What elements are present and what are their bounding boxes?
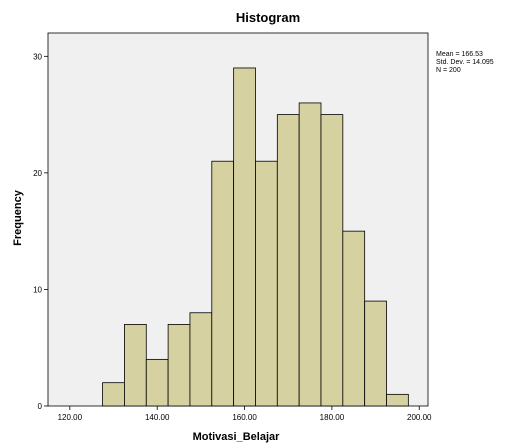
y-tick-label: 10	[33, 285, 42, 294]
y-tick-label: 0	[38, 402, 43, 411]
y-tick-label: 20	[33, 169, 42, 178]
stats-std-dev: Std. Dev. = 14.095	[436, 59, 494, 66]
y-axis-label: Frequency	[12, 189, 24, 246]
stats-mean: Mean = 166.53	[436, 51, 483, 58]
histogram-bar	[189, 312, 213, 407]
histogram-bar	[145, 358, 169, 407]
stats-n: N = 200	[436, 67, 461, 74]
histogram-bar	[320, 114, 344, 407]
histogram-bar	[211, 160, 235, 407]
axes-group: 0 10 20 30 120.00 140.00 160.00 180.00 200.00	[33, 52, 432, 422]
histogram-bar	[255, 160, 278, 407]
x-tick-label: 120.00	[58, 413, 83, 422]
x-tick-label: 140.00	[145, 413, 170, 422]
histogram-bar	[233, 67, 256, 407]
y-tick-label: 30	[33, 52, 42, 61]
x-tick-label: 160.00	[232, 413, 257, 422]
x-tick-label: 200.00	[407, 413, 432, 422]
histogram-bar	[124, 324, 147, 407]
histogram-bar	[167, 324, 191, 407]
histogram-bar	[342, 230, 366, 407]
bars-group	[102, 67, 409, 407]
x-tick-label: 180.00	[320, 413, 345, 422]
histogram-bar	[386, 393, 409, 407]
histogram-bar	[102, 382, 125, 407]
histogram-bar	[298, 102, 322, 407]
chart-title: Histogram	[236, 10, 300, 25]
stats-box: Mean = 166.53 Std. Dev. = 14.095 N = 200	[436, 51, 494, 74]
x-axis-label: Motivasi_Belajar	[193, 431, 281, 443]
histogram-bar	[276, 114, 300, 407]
histogram-bar	[364, 300, 387, 407]
